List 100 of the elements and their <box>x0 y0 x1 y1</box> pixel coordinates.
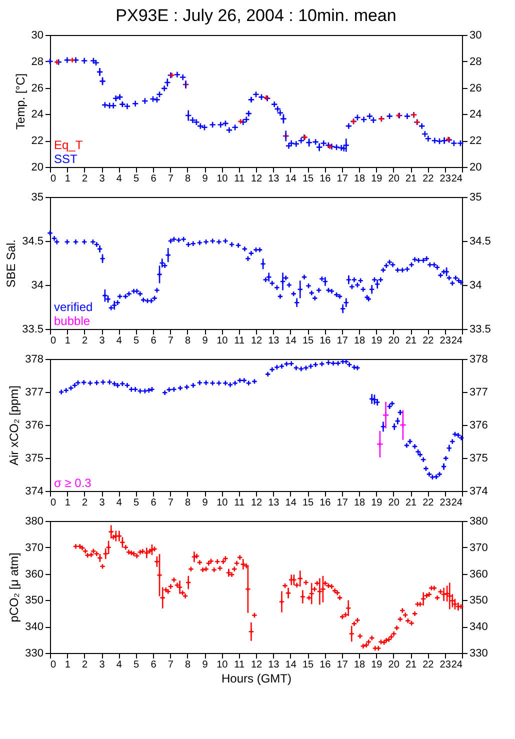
x-tick-label: 18 <box>354 498 366 508</box>
x-tick-label: 9 <box>202 660 208 670</box>
x-tick-label: 20 <box>388 336 400 346</box>
y2-tick-label: 375 <box>470 452 488 464</box>
y2-tick-label: 350 <box>470 594 488 607</box>
x-tick-label: 24 <box>451 174 463 184</box>
x-tick-label: 7 <box>168 336 174 346</box>
y2-tick-label: 378 <box>470 354 488 366</box>
x-tick-label: 19 <box>371 336 383 346</box>
x-tick-label: 12 <box>250 174 262 184</box>
point <box>399 422 406 428</box>
x-tick-label: 20 <box>388 174 400 184</box>
x-tick-label: 19 <box>371 174 383 184</box>
x-tick-label: 11 <box>234 498 245 508</box>
y-tick-label: 376 <box>25 420 44 432</box>
x-tick-label: 10 <box>216 174 228 184</box>
x-tick-label: 4 <box>116 498 122 508</box>
x-tick-label: 0 <box>50 660 56 670</box>
y-tick-label: 26 <box>31 82 44 94</box>
x-tick-label: 10 <box>216 660 228 670</box>
y2-tick-label: 380 <box>470 516 488 528</box>
x-tick-label: 5 <box>134 174 140 184</box>
x-tick-label: 5 <box>134 660 140 670</box>
x-tick-label: 23 <box>440 498 452 508</box>
x-tick-label: 21 <box>405 498 417 508</box>
x-tick-label: 14 <box>285 174 297 184</box>
y-tick-label: 350 <box>25 594 44 607</box>
y2-tick-label: 35 <box>470 192 482 204</box>
x-tick-label: 7 <box>168 660 174 670</box>
x-tick-label: 11 <box>234 660 245 670</box>
y-tick-label: 24 <box>31 108 44 121</box>
x-tick-label: 4 <box>116 336 122 346</box>
y-tick-label: 360 <box>25 568 44 580</box>
y2-tick-label: 34 <box>470 280 482 292</box>
y2-tick-label: 340 <box>470 621 488 634</box>
x-tick-label: 10 <box>216 336 228 346</box>
x-tick-label: 17 <box>336 498 348 508</box>
x-tick-label: 22 <box>422 336 434 346</box>
x-tick-label: 18 <box>354 660 366 670</box>
x-tick-label: 6 <box>150 174 157 184</box>
x-tick-label: 3 <box>99 336 106 346</box>
text: SST <box>54 152 78 166</box>
x-tick-label: 1 <box>64 336 71 346</box>
y-tick-label: 374 <box>25 486 44 498</box>
y-tick-label: 20 <box>31 162 44 174</box>
x-tick-label: 18 <box>354 336 366 346</box>
y-tick-label: 340 <box>25 621 44 634</box>
x-tick-label: 16 <box>320 660 332 670</box>
x-tick-label: 2 <box>82 660 88 670</box>
y-axis-title: SBE Sal. <box>4 239 18 288</box>
y-tick-label: 330 <box>25 648 44 660</box>
x-tick-label: 10 <box>216 498 228 508</box>
x-tick-label: 8 <box>185 498 192 508</box>
y-tick-label: 378 <box>25 354 44 366</box>
x-tick-label: 12 <box>250 498 262 508</box>
x-tick-label: 11 <box>234 174 245 184</box>
x-tick-label: 23 <box>440 336 452 346</box>
x-tick-label: 17 <box>336 660 348 670</box>
x-tick-label: 3 <box>99 498 106 508</box>
y-tick-label: 33.5 <box>22 324 44 336</box>
x-tick-label: 5 <box>134 336 140 346</box>
y-tick-label: 377 <box>25 386 44 398</box>
x-tick-label: 20 <box>388 660 400 670</box>
y-tick-label: 380 <box>25 516 44 528</box>
x-tick-label: 23 <box>440 174 452 184</box>
x-tick-label: 7 <box>168 174 174 184</box>
y2-tick-label: 376 <box>470 420 488 432</box>
x-tick-label: 6 <box>150 660 157 670</box>
y-tick-label: 35 <box>31 192 44 204</box>
x-tick-label: 8 <box>185 174 192 184</box>
y-tick-label: 34.5 <box>22 236 44 248</box>
x-tick-label: 9 <box>202 174 208 184</box>
y2-tick-label: 33.5 <box>470 324 491 336</box>
x-tick-label: 0 <box>50 336 56 346</box>
x-tick-label: 9 <box>202 336 208 346</box>
x-tick-label: 19 <box>371 660 383 670</box>
x-tick-label: 2 <box>82 174 88 184</box>
x-tick-label: 16 <box>320 498 332 508</box>
text: σ ≥ 0.3 <box>54 476 92 490</box>
x-tick-label: 21 <box>405 336 417 346</box>
y2-tick-label: 360 <box>470 568 488 580</box>
x-tick-label: 13 <box>268 498 280 508</box>
y2-tick-label: 26 <box>470 82 482 94</box>
x-tick-label: 15 <box>302 660 314 670</box>
x-tick-label: 9 <box>202 498 208 508</box>
y-axis-title: Temp. [°C] <box>13 73 28 130</box>
y2-tick-label: 20 <box>470 162 482 174</box>
x-tick-label: 8 <box>185 660 192 670</box>
x-tick-label: 22 <box>422 174 434 184</box>
x-tick-label: 6 <box>150 498 157 508</box>
y-tick-label: 22 <box>31 135 44 148</box>
x-tick-label: 0 <box>50 174 56 184</box>
x-tick-label: 16 <box>320 174 332 184</box>
x-tick-label: 13 <box>268 336 280 346</box>
x-tick-label: 23 <box>440 660 452 670</box>
x-tick-label: 6 <box>150 336 157 346</box>
y-axis-title: pCO₂ [μ atm] <box>7 552 22 622</box>
x-tick-label: 5 <box>134 498 140 508</box>
point <box>382 412 390 419</box>
x-tick-label: 15 <box>302 498 314 508</box>
